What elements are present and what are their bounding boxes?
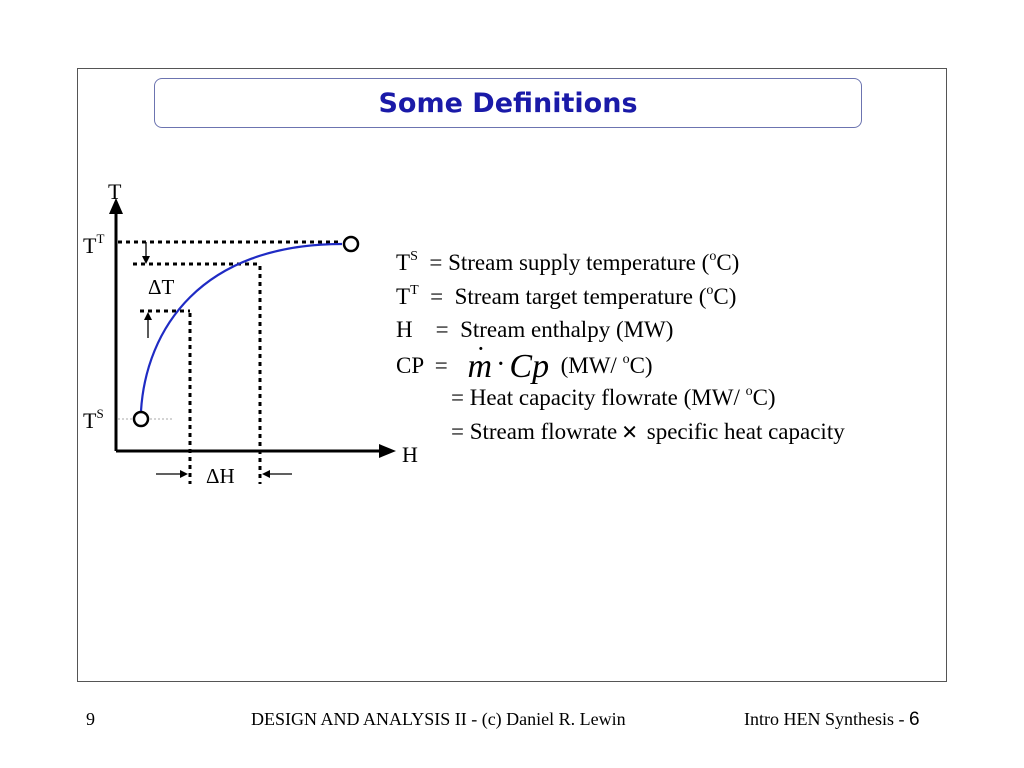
delta-t-arrow-bottom-head [144,312,152,320]
def-unit-end: C) [629,353,653,378]
definition-enthalpy: H = Stream enthalpy (MW) [396,318,673,341]
def-symbol: H [396,317,413,342]
def-symbol: T [396,284,411,309]
def-symbol: CP [396,353,424,378]
footer-course: DESIGN AND ANALYSIS II - (c) Daniel R. L… [251,709,626,729]
def-text-post: specific heat capacity [641,419,845,444]
def-symbol-sup: T [410,283,419,298]
def-unit-start: (MW/ [549,353,623,378]
mass-flow-symbol: · m [467,336,493,385]
target-point-marker [342,235,360,253]
slide-frame [77,68,947,682]
heat-capacity-symbol: Cp [509,348,550,385]
cp-formula: · m · Cp [468,336,550,384]
delta-t-label: ΔT [148,275,175,299]
supply-point-marker [132,410,150,428]
multiply-icon: ✕ [621,420,639,444]
def-text: = Stream target temperature ( [418,284,707,309]
delta-h-label: ΔH [206,464,235,488]
x-axis-arrowhead [379,444,396,458]
mass-flow-dot: · [476,334,486,363]
y-axis-arrowhead [109,198,123,214]
definition-supply-temp: TS = Stream supply temperature (oC) [396,249,740,275]
def-unit-sup: o [745,384,753,399]
definition-stream-flowrate: = Stream flowrate ✕ specific heat capacit… [451,420,845,443]
footer-slide-number: 9 [86,709,95,729]
x-axis-label: H [402,442,418,467]
delta-t-arrow-top-head [142,256,150,264]
definition-target-temp: TT = Stream target temperature (oC) [396,283,737,309]
math-m: m [467,348,493,385]
def-symbol-sup: S [410,249,418,264]
math-multiply-dot: · [496,349,506,380]
def-unit-sup: o [709,249,717,264]
supply-temp-label: TS [83,406,104,433]
slide-title: Some Definitions [378,87,638,119]
y-axis-label: T [108,179,122,204]
title-box: Some Definitions [154,78,862,128]
def-text: = Stream enthalpy (MW) [412,317,674,342]
definition-heat-capacity-flowrate: = Heat capacity flowrate (MW/ oC) [451,384,776,410]
footer-section: Intro HEN Synthesis - 6 [744,709,920,731]
def-symbol: T [396,250,411,275]
delta-h-arrow-left-head [180,470,188,478]
stream-curve [139,242,343,412]
delta-h-arrow-right-head [262,470,270,478]
def-text: = Stream flowrate [451,419,618,444]
def-unit-end: C) [713,284,737,309]
def-text: = Heat capacity flowrate (MW/ [451,385,746,410]
def-unit-sup: o [706,283,714,298]
footer-page-number: 6 [909,709,920,730]
definition-cp: CP = · m · Cp (MW/ oC) [396,336,653,384]
def-unit-end: C) [716,250,740,275]
def-text: = Stream supply temperature ( [417,250,710,275]
target-temp-label: TT [83,231,104,258]
def-unit-sup: o [622,352,630,367]
footer-section-text: Intro HEN Synthesis - [744,709,909,729]
def-unit-end: C) [752,385,776,410]
def-equals: = [423,353,448,378]
